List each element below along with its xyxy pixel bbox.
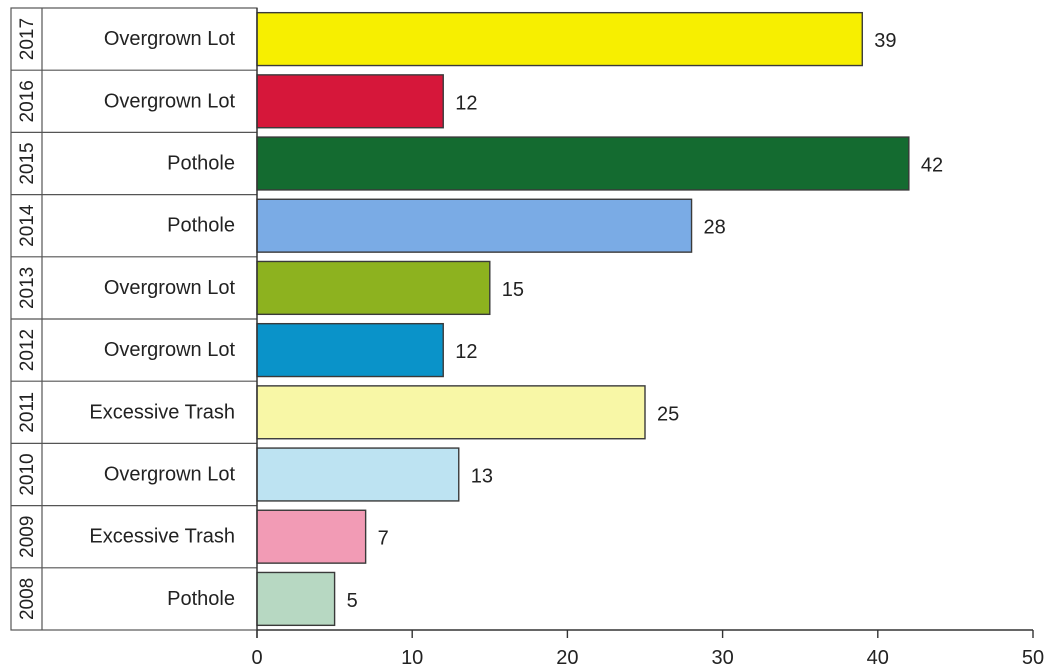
year-label-2011: 2011 xyxy=(17,392,38,433)
category-label-2008: Pothole xyxy=(167,588,235,610)
x-tick-label-0: 0 xyxy=(251,647,262,669)
year-label-2016: 2016 xyxy=(17,80,38,122)
value-label-2010: 13 xyxy=(471,466,493,488)
bar-2012 xyxy=(257,324,443,377)
value-label-2011: 25 xyxy=(657,403,679,425)
bar-2016 xyxy=(257,75,443,128)
year-label-2015: 2015 xyxy=(17,142,38,184)
year-label-2010: 2010 xyxy=(17,453,38,495)
category-label-2011: Excessive Trash xyxy=(89,401,235,423)
value-label-2012: 12 xyxy=(455,341,477,363)
x-tick-label-50: 50 xyxy=(1022,647,1044,669)
category-label-2009: Excessive Trash xyxy=(89,526,235,548)
year-label-2008: 2008 xyxy=(17,578,38,620)
category-label-2014: Pothole xyxy=(167,215,235,237)
year-label-2014: 2014 xyxy=(17,204,38,247)
value-label-2009: 7 xyxy=(378,528,389,550)
value-label-2015: 42 xyxy=(921,155,943,177)
value-label-2008: 5 xyxy=(347,590,358,612)
x-tick-label-40: 40 xyxy=(867,647,889,669)
bar-2013 xyxy=(257,261,490,314)
year-label-2012: 2012 xyxy=(17,329,38,371)
bar-2015 xyxy=(257,137,909,190)
bar-2010 xyxy=(257,448,459,501)
value-label-2017: 39 xyxy=(874,30,896,52)
bar-2008 xyxy=(257,572,335,625)
category-label-2017: Overgrown Lot xyxy=(104,28,236,50)
x-tick-label-10: 10 xyxy=(401,647,423,669)
bar-2017 xyxy=(257,13,862,66)
bars-group xyxy=(257,13,909,626)
x-tick-label-20: 20 xyxy=(556,647,578,669)
category-label-2013: Overgrown Lot xyxy=(104,277,236,299)
year-label-2009: 2009 xyxy=(17,516,38,558)
row-label-table: 2017 Overgrown Lot 2016 Overgrown Lot 2015 Po… xyxy=(11,8,257,630)
bar-2009 xyxy=(257,510,366,563)
year-label-2017: 2017 xyxy=(17,18,38,60)
category-label-2012: Overgrown Lot xyxy=(104,339,236,361)
bar-2011 xyxy=(257,386,645,439)
value-label-2016: 12 xyxy=(455,92,477,114)
value-label-2013: 15 xyxy=(502,279,524,301)
x-tick-label-30: 30 xyxy=(711,647,733,669)
bar-2014 xyxy=(257,199,692,252)
category-label-2016: Overgrown Lot xyxy=(104,90,236,112)
category-label-2010: Overgrown Lot xyxy=(104,464,236,486)
value-label-2014: 28 xyxy=(704,217,726,239)
year-label-2013: 2013 xyxy=(17,267,38,309)
category-label-2015: Pothole xyxy=(167,153,235,175)
